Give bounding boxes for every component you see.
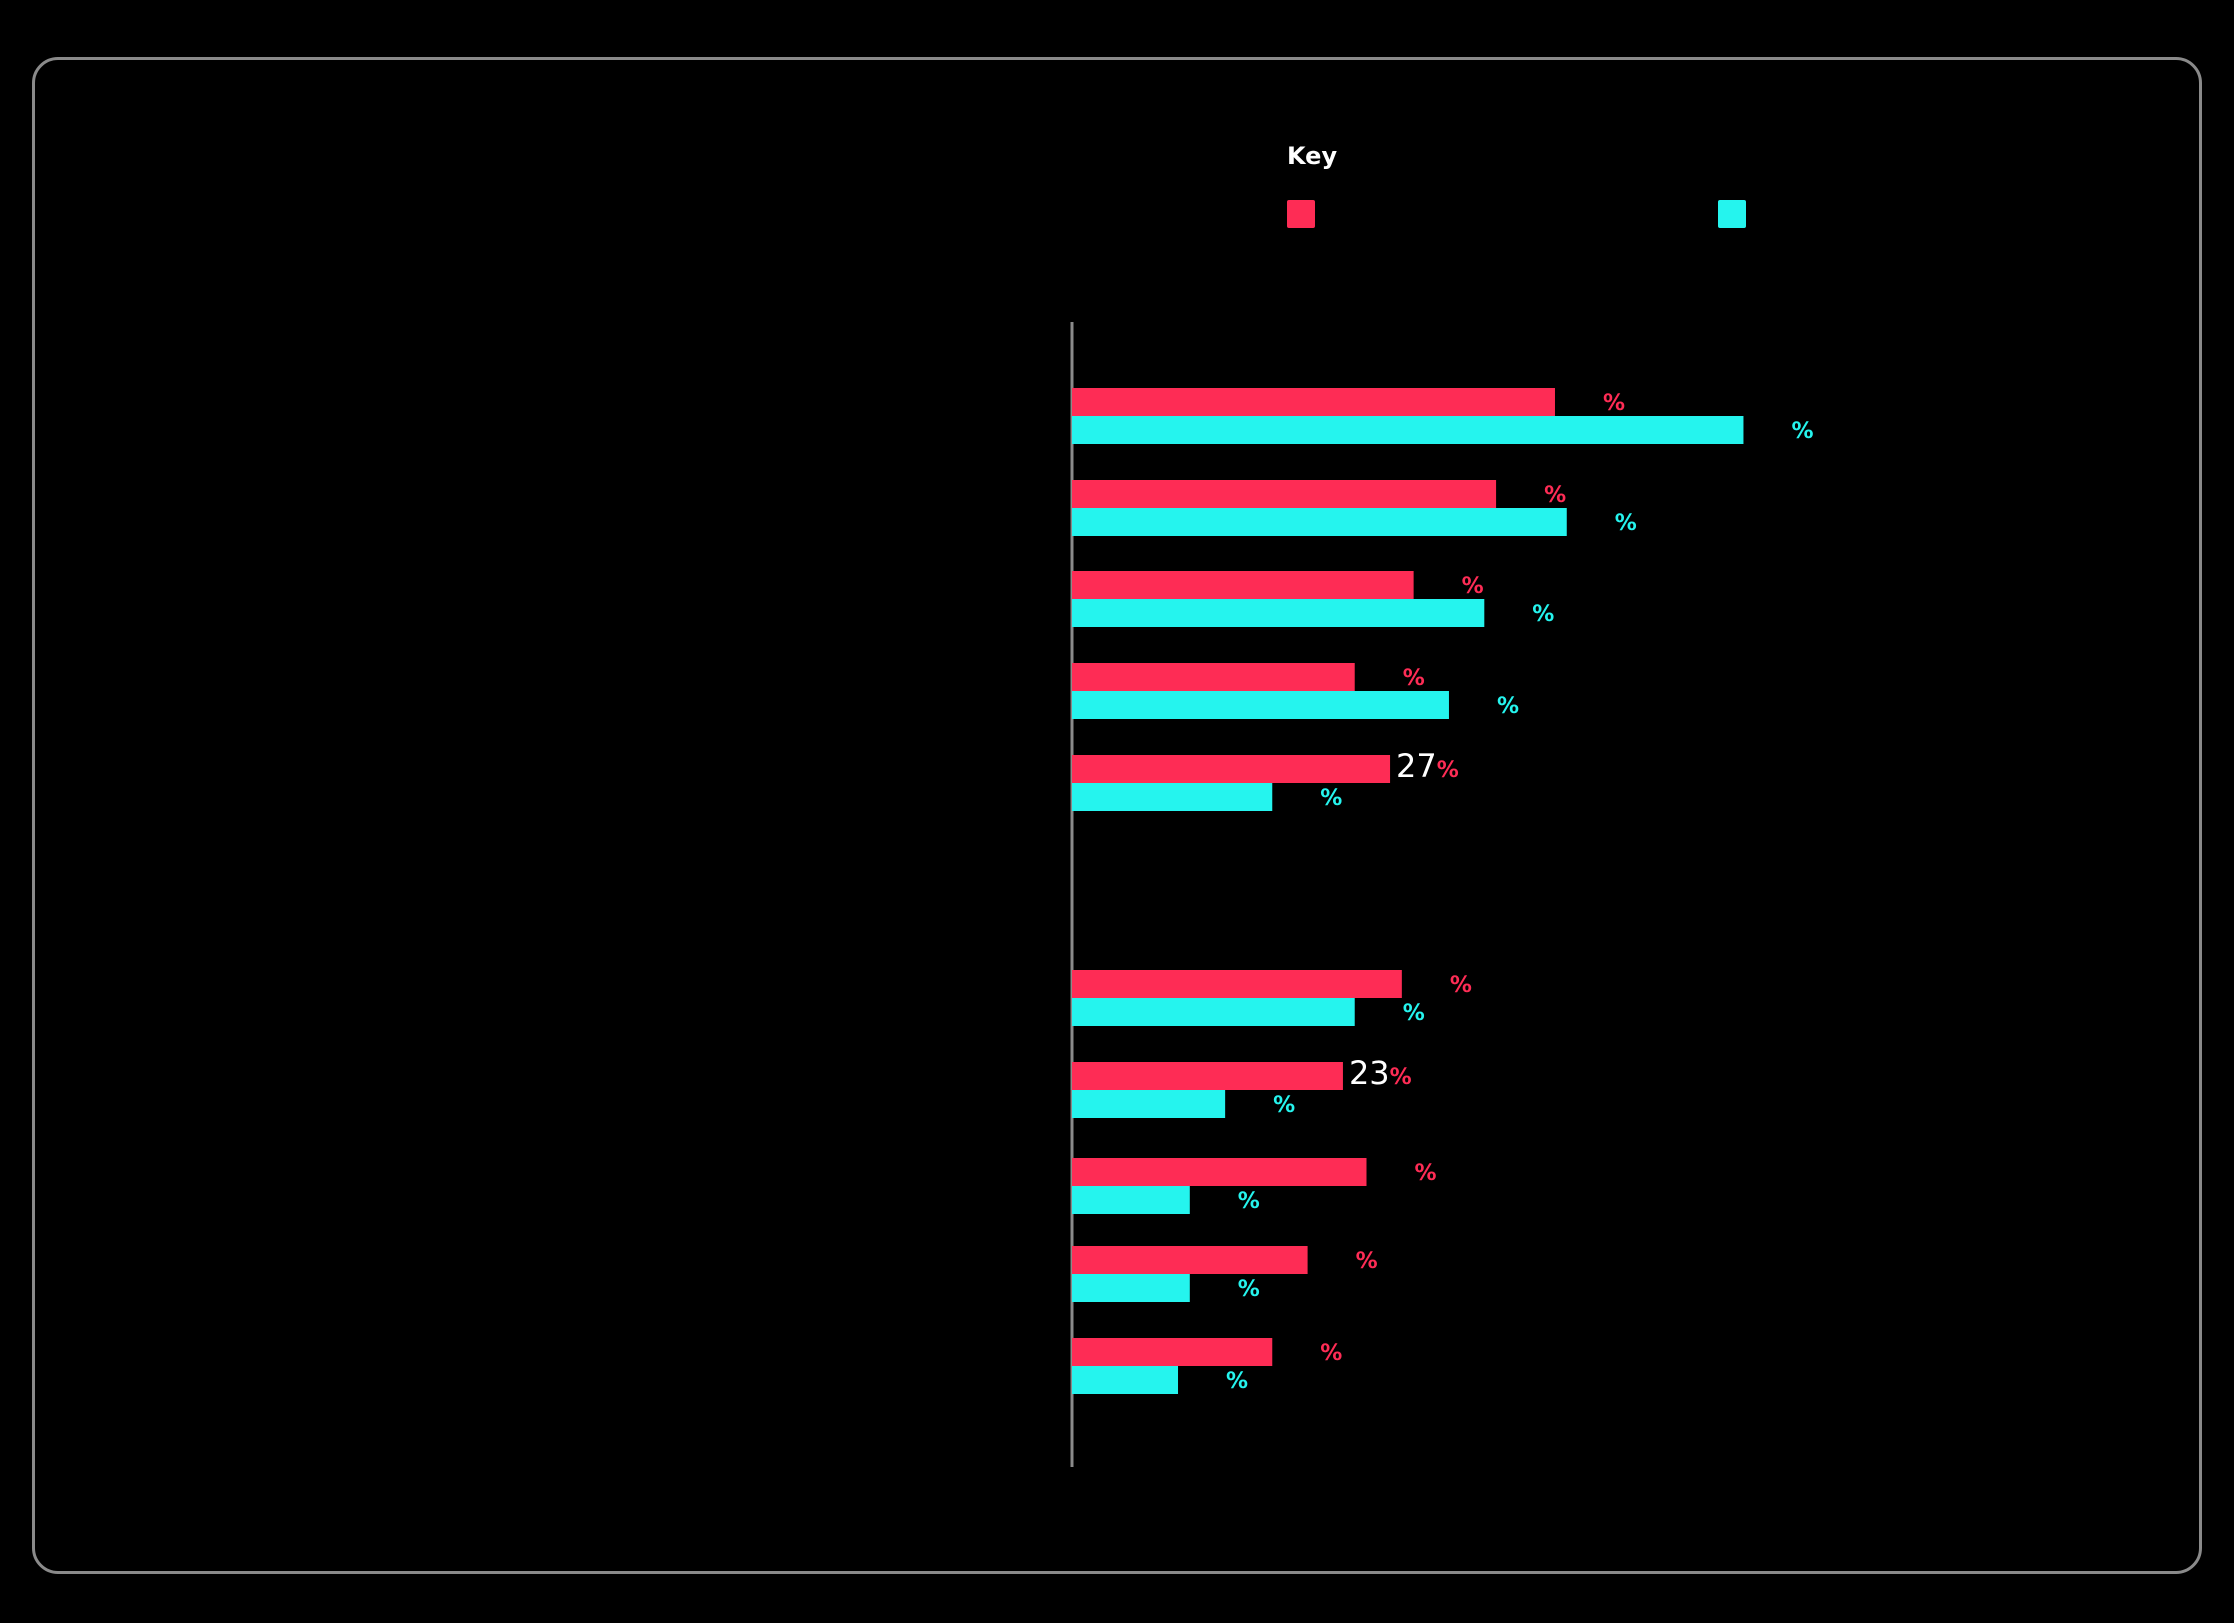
bar-series-2-item-7 xyxy=(1072,1090,1226,1118)
value-label-series-1-item-2: % xyxy=(1544,483,1566,508)
chart-card xyxy=(32,57,2202,1574)
value-label-series-2-item-6: % xyxy=(1403,1001,1425,1026)
value-label-series-2-item-7: % xyxy=(1273,1093,1295,1118)
bar-series-1-item-1 xyxy=(1072,388,1555,416)
legend-swatch-series-2 xyxy=(1718,200,1746,228)
value-label-series-1-item-8: % xyxy=(1415,1161,1437,1186)
bar-series-2-item-5 xyxy=(1072,783,1273,811)
value-label-series-1-item-10: % xyxy=(1320,1341,1342,1366)
legend-swatch-series-1 xyxy=(1287,200,1315,228)
bar-series-2-item-4 xyxy=(1072,691,1449,719)
bar-series-1-item-4 xyxy=(1072,663,1355,691)
bar-series-1-item-6 xyxy=(1072,970,1402,998)
bar-series-2-item-9 xyxy=(1072,1274,1190,1302)
value-label-series-1-item-5: 27% xyxy=(1396,747,1459,785)
bar-series-1-item-10 xyxy=(1072,1338,1273,1366)
bar-series-1-item-2 xyxy=(1072,480,1497,508)
value-label-series-2-item-4: % xyxy=(1497,694,1519,719)
value-label-series-1-item-6: % xyxy=(1450,973,1472,998)
bar-series-1-item-5 xyxy=(1072,755,1391,783)
value-label-series-1-item-4: % xyxy=(1403,666,1425,691)
bar-series-2-item-3 xyxy=(1072,599,1485,627)
value-label-series-2-item-8: % xyxy=(1238,1189,1260,1214)
value-label-series-1-item-9: % xyxy=(1356,1249,1378,1274)
value-label-series-2-item-3: % xyxy=(1532,602,1554,627)
bar-series-2-item-6 xyxy=(1072,998,1355,1026)
value-label-series-2-item-2: % xyxy=(1615,511,1637,536)
bar-series-1-item-7 xyxy=(1072,1062,1343,1090)
legend-title: Key xyxy=(1287,142,1338,170)
value-label-series-2-item-5: % xyxy=(1320,786,1342,811)
value-label-series-2-item-1: % xyxy=(1791,419,1813,444)
bar-series-1-item-9 xyxy=(1072,1246,1308,1274)
bar-series-1-item-8 xyxy=(1072,1158,1367,1186)
bar-series-2-item-2 xyxy=(1072,508,1567,536)
bar-series-2-item-8 xyxy=(1072,1186,1190,1214)
value-label-series-2-item-10: % xyxy=(1226,1369,1248,1394)
bar-series-2-item-10 xyxy=(1072,1366,1179,1394)
value-label-series-1-item-3: % xyxy=(1462,574,1484,599)
value-label-series-1-item-7: 23% xyxy=(1349,1054,1412,1092)
bar-series-1-item-3 xyxy=(1072,571,1414,599)
bar-series-2-item-1 xyxy=(1072,416,1744,444)
value-label-series-1-item-1: % xyxy=(1603,391,1625,416)
value-label-series-2-item-9: % xyxy=(1238,1277,1260,1302)
